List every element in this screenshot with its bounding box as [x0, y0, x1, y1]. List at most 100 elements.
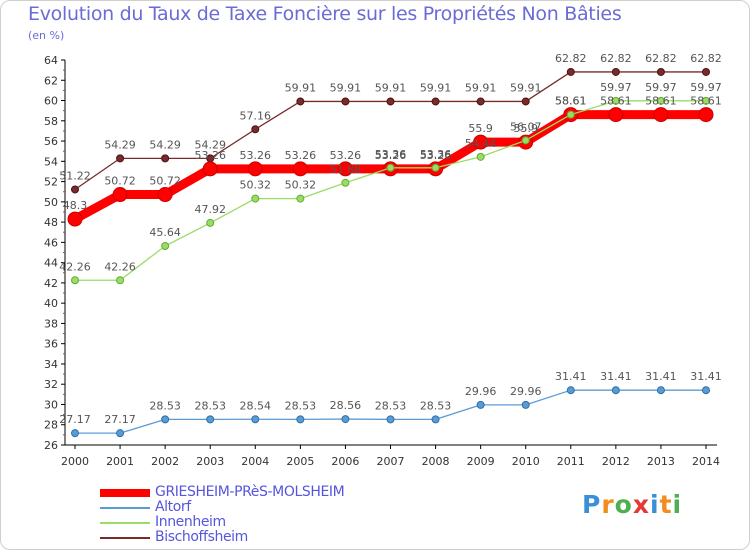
y-tick-label: 36	[44, 338, 58, 351]
data-label-innenheim: 56.07	[510, 120, 542, 133]
legend-label-griesheim: GRIESHEIM-PRèS-MOLSHEIM	[155, 484, 345, 500]
data-label-bischoffsheim: 59.91	[510, 81, 542, 94]
y-tick-label: 38	[44, 317, 58, 330]
data-label-griesheim-pre-s-molsheim: 50.72	[104, 175, 136, 188]
data-label-griesheim-pre-s-molsheim: 53.26	[330, 149, 362, 162]
data-label-bischoffsheim: 54.29	[149, 138, 181, 151]
y-tick-label: 26	[44, 439, 58, 452]
data-point-altorf	[566, 386, 575, 395]
data-label-griesheim-pre-s-molsheim: 58.61	[645, 95, 677, 108]
data-label-altorf: 28.54	[240, 399, 272, 412]
data-point-innenheim	[386, 163, 395, 172]
data-label-bischoffsheim: 62.82	[645, 52, 677, 65]
data-label-innenheim: 45.64	[149, 226, 181, 239]
data-point-altorf	[431, 415, 440, 424]
data-label-innenheim: 59.97	[690, 81, 722, 94]
data-point-griesheim-pre-s-molsheim	[157, 187, 173, 203]
x-tick-label: 2007	[377, 455, 405, 468]
data-label-innenheim: 42.26	[104, 260, 136, 273]
data-label-bischoffsheim: 51.22	[59, 169, 91, 182]
data-point-griesheim-pre-s-molsheim	[292, 161, 308, 177]
data-point-griesheim-pre-s-molsheim	[653, 107, 669, 123]
data-point-altorf	[161, 415, 170, 424]
data-point-bischoffsheim	[431, 97, 440, 106]
data-point-altorf	[521, 400, 530, 409]
data-point-griesheim-pre-s-molsheim	[247, 161, 263, 177]
data-label-bischoffsheim: 62.82	[555, 52, 587, 65]
data-label-innenheim: 42.26	[59, 260, 91, 273]
legend-swatch-innenheim	[100, 522, 150, 524]
data-point-innenheim	[702, 96, 710, 105]
data-point-bischoffsheim	[341, 97, 350, 106]
data-point-altorf	[296, 415, 305, 424]
data-label-altorf: 31.41	[555, 370, 587, 383]
data-point-bischoffsheim	[296, 97, 305, 106]
data-label-innenheim: 58.61	[555, 95, 587, 108]
x-tick-label: 2003	[196, 455, 224, 468]
data-point-bischoffsheim	[476, 97, 485, 106]
data-point-bischoffsheim	[611, 67, 620, 76]
y-tick-label: 52	[44, 176, 58, 189]
legend-label-bischoffsheim: Bischoffsheim	[155, 529, 248, 545]
data-label-innenheim: 54.44	[465, 137, 497, 150]
data-label-innenheim: 47.92	[194, 203, 226, 216]
y-tick-label: 40	[44, 297, 58, 310]
data-label-griesheim-pre-s-molsheim: 55.9	[513, 122, 538, 135]
data-point-griesheim-pre-s-molsheim	[337, 161, 353, 177]
data-point-griesheim-pre-s-molsheim	[473, 134, 489, 150]
data-label-bischoffsheim: 62.82	[600, 52, 632, 65]
data-label-griesheim-pre-s-molsheim: 55.9	[468, 122, 493, 135]
data-point-innenheim	[206, 218, 215, 227]
data-label-altorf: 27.17	[104, 413, 136, 426]
data-label-innenheim: 50.32	[285, 179, 317, 192]
x-tick-label: 2011	[557, 455, 585, 468]
x-tick-label: 2000	[61, 455, 89, 468]
data-point-griesheim-pre-s-molsheim	[67, 211, 83, 227]
data-label-bischoffsheim: 59.91	[465, 81, 497, 94]
data-label-griesheim-pre-s-molsheim: 53.26	[375, 149, 407, 162]
data-point-innenheim	[656, 96, 665, 105]
x-tick-label: 2002	[151, 455, 179, 468]
x-tick-label: 2010	[512, 455, 540, 468]
data-point-bischoffsheim	[161, 154, 170, 163]
data-label-altorf: 29.96	[465, 385, 497, 398]
data-label-altorf: 28.53	[375, 399, 407, 412]
data-point-innenheim	[566, 110, 575, 119]
data-point-altorf	[341, 415, 350, 424]
logo-letter: i	[650, 490, 660, 519]
data-point-innenheim	[296, 194, 305, 203]
data-point-innenheim	[341, 178, 350, 187]
logo-letter: i	[672, 490, 683, 519]
y-tick-label: 64	[44, 54, 58, 67]
data-point-bischoffsheim	[386, 97, 395, 106]
data-label-griesheim-pre-s-molsheim: 58.61	[600, 95, 632, 108]
logo-letter: r	[601, 490, 615, 519]
data-point-griesheim-pre-s-molsheim	[112, 187, 128, 203]
y-tick-label: 48	[44, 216, 58, 229]
axes: 26 28 30 32 34 36 38 40 42 44 46 48 50 52 54 56 58 60 62 64…	[44, 54, 720, 468]
data-label-altorf: 28.53	[194, 399, 226, 412]
data-label-altorf: 31.41	[600, 370, 632, 383]
series-layer	[67, 67, 714, 438]
legend-swatch-griesheim	[100, 489, 150, 497]
data-point-bischoffsheim	[521, 97, 530, 106]
data-point-bischoffsheim	[71, 185, 79, 194]
data-label-altorf: 28.53	[149, 399, 181, 412]
data-point-innenheim	[476, 152, 485, 161]
data-label-innenheim: 59.97	[600, 81, 632, 94]
y-tick-label: 42	[44, 277, 58, 290]
data-label-innenheim: 53.36	[420, 148, 452, 161]
data-point-altorf	[116, 429, 125, 438]
data-label-griesheim-pre-s-molsheim: 53.26	[194, 149, 226, 162]
y-tick-label: 54	[44, 155, 58, 168]
data-label-bischoffsheim: 59.91	[375, 81, 407, 94]
chart-title: Evolution du Taux de Taxe Foncière sur l…	[28, 3, 622, 25]
data-point-altorf	[611, 386, 620, 395]
x-tick-label: 2012	[602, 455, 630, 468]
data-point-innenheim	[431, 163, 440, 172]
data-point-altorf	[206, 415, 215, 424]
y-tick-label: 34	[44, 358, 58, 371]
data-point-bischoffsheim	[251, 125, 260, 134]
